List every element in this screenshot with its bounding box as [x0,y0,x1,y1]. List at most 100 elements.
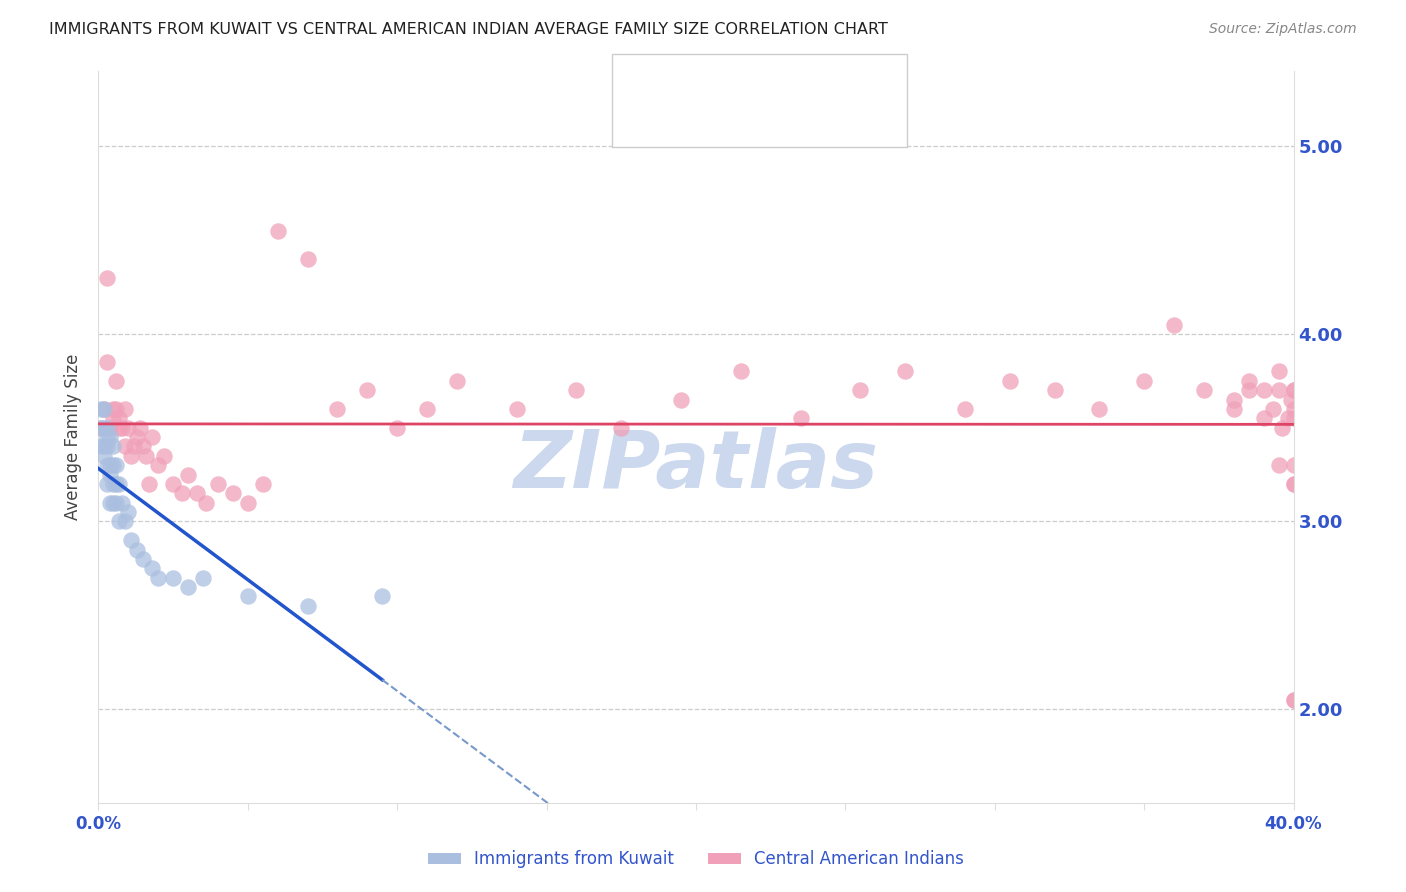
Point [191,571,214,585]
Point [129,420,152,434]
Point [252,477,274,491]
Point [96,270,118,285]
Point [236,496,259,510]
Point [1267,383,1289,397]
Point [114,440,136,454]
Text: 78: 78 [801,119,823,134]
Point [103,496,125,510]
Point [267,224,290,238]
Point [195,496,218,510]
Point [669,392,692,407]
Text: ■: ■ [623,118,640,136]
Point [98,458,122,473]
Point [117,505,139,519]
Point [96,420,118,434]
Point [730,364,752,378]
Text: ■: ■ [623,70,640,88]
Text: 0.178: 0.178 [689,119,737,134]
Point [111,420,134,434]
Point [105,458,128,473]
Point [998,374,1021,388]
Point [1223,392,1246,407]
Point [103,477,125,491]
Point [1253,383,1275,397]
Point [114,401,136,416]
Point [90,420,112,434]
Point [1237,383,1260,397]
Point [1223,401,1246,416]
Point [1133,374,1156,388]
Point [114,515,136,529]
Point [849,383,872,397]
Point [1282,477,1305,491]
Point [93,401,115,416]
Point [105,496,128,510]
Y-axis label: Average Family Size: Average Family Size [65,354,83,520]
Point [132,440,155,454]
Point [162,477,184,491]
Point [1237,374,1260,388]
Point [356,383,378,397]
Point [90,440,112,454]
Point [90,401,112,416]
Point [1192,383,1215,397]
Point [1271,420,1294,434]
Point [124,440,146,454]
Text: R =: R = [643,72,671,87]
Point [98,430,122,444]
Text: 39: 39 [801,72,823,87]
Point [105,477,128,491]
Point [1282,401,1305,416]
Point [108,411,131,425]
Point [108,420,131,434]
Point [98,420,122,434]
Point [132,552,155,566]
Point [610,420,633,434]
Point [1282,692,1305,706]
Point [1282,411,1305,425]
Point [120,533,142,548]
Point [207,477,229,491]
Point [103,401,125,416]
Point [326,401,349,416]
Point [1163,318,1185,332]
Point [297,252,319,266]
Point [141,561,163,575]
Point [127,430,149,444]
Point [153,449,176,463]
Text: ZIPatlas: ZIPatlas [513,427,879,506]
Point [138,477,160,491]
Point [1267,458,1289,473]
Point [103,440,125,454]
Point [120,449,142,463]
Point [96,458,118,473]
Legend: Immigrants from Kuwait, Central American Indians: Immigrants from Kuwait, Central American… [420,844,972,875]
Point [1282,383,1305,397]
Point [371,590,394,604]
Point [1261,401,1284,416]
Point [385,420,409,434]
Point [127,542,149,557]
Point [111,496,134,510]
Point [1282,458,1305,473]
Point [103,411,125,425]
Point [177,580,200,594]
Point [1043,383,1066,397]
Point [105,374,128,388]
Point [96,477,118,491]
Point [236,590,259,604]
Point [1282,477,1305,491]
Point [1088,401,1111,416]
Point [93,449,115,463]
Point [565,383,588,397]
Text: Source: ZipAtlas.com: Source: ZipAtlas.com [1209,22,1357,37]
Point [894,364,917,378]
Point [117,420,139,434]
Point [162,571,184,585]
Text: N =: N = [762,119,792,134]
Text: N =: N = [762,72,792,87]
Point [148,458,170,473]
Point [222,486,245,500]
Point [1277,411,1299,425]
Point [186,486,208,500]
